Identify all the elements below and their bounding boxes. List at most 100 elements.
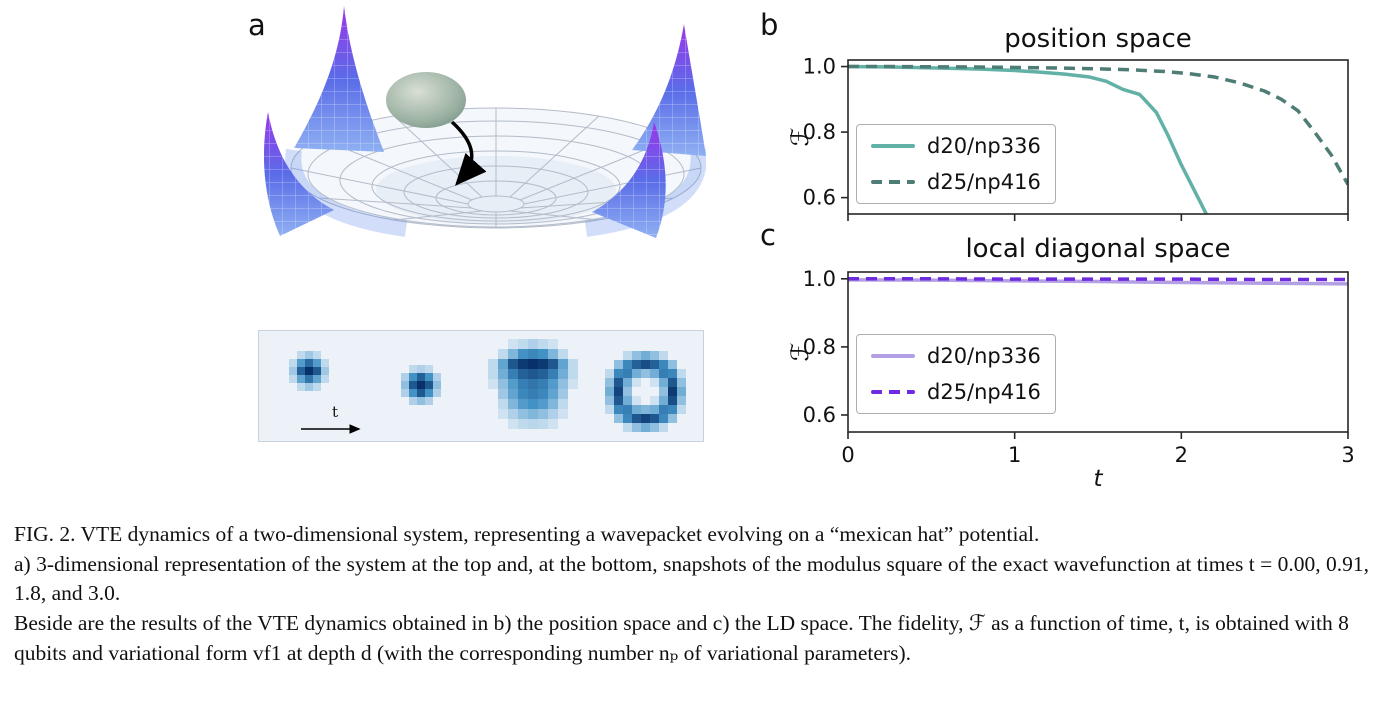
heatmap-cell (605, 414, 614, 423)
bowl-wall-right (584, 148, 706, 237)
heatmap-cell (528, 399, 538, 409)
panel-label-b: b (760, 8, 779, 42)
heatmap-cell (558, 399, 568, 409)
heatmap-cell (433, 357, 441, 365)
heatmap-cell (548, 409, 558, 419)
heatmap-cell (417, 365, 425, 373)
heatmap-cell (488, 379, 498, 389)
heatmap-cell (313, 367, 321, 375)
heatmap-cell (548, 369, 558, 379)
heatmap-cell (305, 359, 313, 367)
caption-line-3: Beside are the results of the VTE dynami… (14, 610, 1349, 665)
heatmap-cell (425, 365, 433, 373)
heatmap-cell (305, 343, 313, 351)
heatmap-cell (623, 423, 632, 432)
heatmap-cell (677, 414, 686, 423)
heatmap-cell (568, 379, 578, 389)
heatmap-cell (321, 359, 329, 367)
heatmap-cell (305, 383, 313, 391)
caption-line-1: FIG. 2. VTE dynamics of a two-dimensiona… (14, 522, 1040, 546)
heatmap-cell (538, 419, 548, 429)
heatmap-cell (297, 367, 305, 375)
heatmap-cell (632, 378, 641, 387)
heatmap-cell (289, 391, 297, 399)
heatmap-cell (650, 378, 659, 387)
heatmap-cell (605, 369, 614, 378)
heatmap-cell (488, 389, 498, 399)
heatmap-cell (538, 379, 548, 389)
heatmap-cell (425, 381, 433, 389)
heatmap-cell (425, 373, 433, 381)
heatmap-cell (289, 351, 297, 359)
legend-label: d20/np336 (927, 134, 1041, 158)
heatmap-cell (313, 391, 321, 399)
y-tick-label: 1.0 (803, 55, 836, 79)
heatmap-cell (641, 351, 650, 360)
heatmap-cell (614, 405, 623, 414)
heatmap-cell (528, 349, 538, 359)
heatmap-cell (417, 381, 425, 389)
plot-frame (847, 59, 1349, 215)
heatmap-cell (508, 339, 518, 349)
panel-label-a: a (248, 8, 266, 42)
heatmap-cell (441, 405, 449, 413)
potential-spikes (263, 6, 706, 238)
heatmap-cell (297, 375, 305, 383)
heatmap-cell (632, 423, 641, 432)
heatmap-cell (668, 423, 677, 432)
x-tick-label: 1 (1008, 443, 1021, 467)
heatmap-cell (313, 383, 321, 391)
heatmap-cell (321, 391, 329, 399)
heatmap-cell (329, 359, 337, 367)
heatmap-cell (329, 343, 337, 351)
heatmap-cell (632, 369, 641, 378)
heatmap-cell (632, 405, 641, 414)
heatmap-cell (433, 389, 441, 397)
snapshot-heatmap-t1 (393, 357, 449, 413)
heatmap-cell (289, 375, 297, 383)
heatmap-cell (441, 373, 449, 381)
heatmap-cell (297, 351, 305, 359)
heatmap-cell (393, 381, 401, 389)
heatmap-cell (281, 359, 289, 367)
heatmap-cell (538, 399, 548, 409)
time-arrow: t (299, 405, 371, 441)
heatmap-cell (568, 419, 578, 429)
heatmap-cell (508, 399, 518, 409)
heatmap-cell (538, 409, 548, 419)
heatmap-cell (508, 359, 518, 369)
heatmap-cell (623, 378, 632, 387)
snapshot-heatmap-t0 (281, 343, 337, 399)
heatmap-cell (548, 379, 558, 389)
heatmap-cell (313, 351, 321, 359)
y-tick-label: 0.6 (803, 186, 836, 210)
x-tick-label: 2 (1175, 443, 1188, 467)
y-tick-label: 0.8 (803, 335, 836, 359)
heatmap-cell (488, 359, 498, 369)
heatmap-cell (605, 378, 614, 387)
x-axis-label: t (1093, 466, 1103, 492)
heatmap-cell (659, 405, 668, 414)
heatmap-cell (650, 369, 659, 378)
legend-entry: d25/np416 (871, 170, 1041, 194)
heatmap-cell (558, 389, 568, 399)
heatmap-cell (528, 379, 538, 389)
heatmap-cell (305, 391, 313, 399)
heatmap-cell (518, 359, 528, 369)
heatmap-cell (409, 381, 417, 389)
legend-label: d20/np336 (927, 344, 1041, 368)
heatmap-cell (614, 369, 623, 378)
heatmap-cell (488, 369, 498, 379)
heatmap-cell (548, 399, 558, 409)
heatmap-cell (508, 349, 518, 359)
heatmap-cell (668, 378, 677, 387)
chart-b-wrap: 1.0 0.8 0.6 ℱ d20/np336 d25/np416 (786, 52, 1365, 234)
heatmap-cell (641, 396, 650, 405)
heatmap-cell (393, 373, 401, 381)
heatmap-cell (321, 375, 329, 383)
heatmap-cell (297, 383, 305, 391)
heatmap-cell (409, 373, 417, 381)
heatmap-cell (677, 396, 686, 405)
heatmap-cell (605, 405, 614, 414)
heatmap-cell (441, 389, 449, 397)
